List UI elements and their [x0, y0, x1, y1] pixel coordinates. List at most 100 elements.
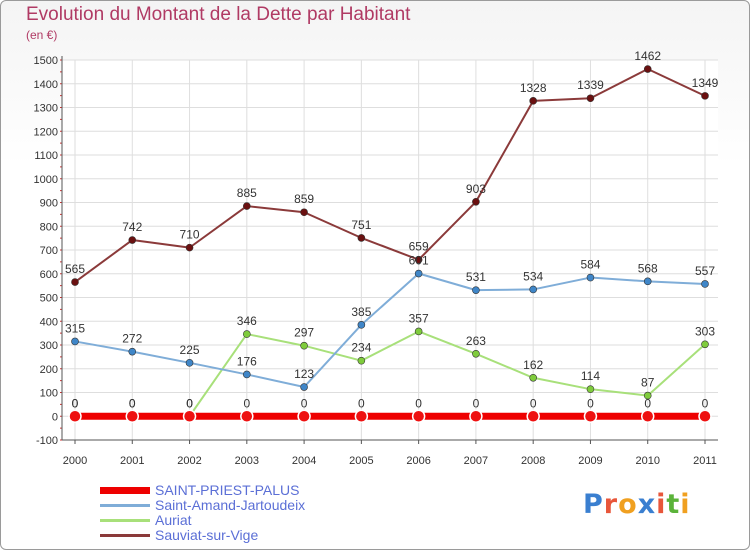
data-point — [354, 409, 369, 423]
data-label: 303 — [695, 324, 715, 338]
data-label: 557 — [695, 264, 715, 278]
y-tick-label: 100 — [40, 388, 58, 400]
y-tick-label: 300 — [40, 340, 58, 352]
data-label: 0 — [301, 396, 308, 410]
data-label: 385 — [351, 305, 371, 319]
data-point — [300, 341, 308, 350]
logo-letter: x — [637, 489, 657, 520]
data-label: 885 — [237, 186, 257, 200]
data-label: 346 — [237, 314, 257, 328]
data-point — [185, 243, 194, 252]
legend-swatch — [100, 519, 150, 522]
data-point — [71, 337, 79, 346]
data-point — [472, 349, 480, 358]
x-tick-label: 2002 — [177, 455, 201, 467]
logo-letter: r — [603, 489, 619, 520]
data-point — [300, 383, 308, 391]
y-tick-label: 0 — [52, 411, 58, 423]
data-label: 1349 — [692, 76, 719, 90]
data-label: 357 — [409, 311, 429, 325]
data-point — [240, 409, 254, 423]
data-point — [243, 330, 251, 338]
y-tick-label: 700 — [40, 245, 58, 257]
logo-letter: i — [656, 489, 667, 520]
legend-label: SAINT-PRIEST-PALUS — [155, 482, 300, 498]
data-label: 751 — [351, 218, 371, 232]
logo-letter: o — [618, 489, 638, 520]
data-label: 225 — [180, 343, 200, 357]
x-tick-label: 2005 — [349, 455, 373, 467]
data-label: 531 — [466, 270, 486, 284]
x-tick-label: 2000 — [63, 455, 87, 467]
data-point — [643, 65, 652, 73]
data-point — [357, 234, 366, 242]
x-tick-label: 2007 — [464, 455, 488, 467]
data-point — [469, 409, 483, 423]
data-point — [357, 321, 366, 329]
data-label: 272 — [122, 332, 142, 346]
data-label: 601 — [409, 254, 429, 268]
data-label: 710 — [180, 228, 200, 242]
data-point — [586, 94, 595, 103]
y-tick-label: 800 — [40, 221, 58, 233]
legend-label: Saint-Amand-Jartoudeix — [155, 497, 306, 513]
logo-letter: P — [583, 489, 604, 520]
data-point — [414, 255, 423, 264]
data-point — [472, 286, 480, 294]
data-point — [701, 280, 709, 288]
data-point — [125, 409, 140, 423]
y-tick-label: 200 — [40, 364, 58, 376]
data-point — [586, 385, 595, 393]
data-point — [529, 97, 537, 105]
logo-letter: i — [680, 489, 691, 520]
x-tick-label: 2006 — [406, 455, 430, 467]
y-tick-label: 500 — [40, 293, 58, 305]
y-tick-label: 1100 — [34, 150, 58, 162]
data-label: 0 — [358, 396, 365, 410]
data-point — [297, 409, 311, 423]
data-point — [643, 391, 652, 400]
chart-title: Evolution du Montant de la Dette par Hab… — [26, 4, 411, 25]
y-tick-label: 1000 — [34, 174, 58, 186]
data-point — [640, 409, 655, 423]
chart-subtitle: (en €) — [26, 28, 58, 42]
series-line — [74, 68, 706, 283]
logo-letter: t — [666, 489, 681, 520]
data-label: 1462 — [634, 49, 661, 63]
data-point — [529, 285, 537, 294]
data-label: 263 — [466, 334, 486, 348]
x-tick-label: 2010 — [635, 455, 659, 467]
data-point — [128, 236, 137, 244]
data-label: 534 — [523, 269, 543, 283]
data-label: 565 — [65, 262, 85, 276]
legend-label: Auriat — [155, 512, 192, 528]
legend-swatch — [100, 487, 150, 494]
data-label: 903 — [466, 182, 486, 196]
y-tick-label: 400 — [40, 316, 58, 328]
data-point — [243, 370, 251, 379]
data-point — [701, 340, 709, 349]
series-line — [74, 272, 706, 389]
data-label: 0 — [186, 396, 193, 410]
data-point — [472, 197, 480, 206]
data-label: 87 — [641, 376, 655, 390]
data-label: 659 — [409, 240, 429, 254]
data-point — [583, 409, 598, 423]
data-point — [243, 202, 251, 210]
y-tick-label: 1300 — [34, 103, 58, 115]
data-label: 0 — [530, 396, 537, 410]
data-label: 568 — [638, 261, 658, 275]
data-label: 114 — [581, 369, 600, 383]
data-label: 0 — [473, 396, 480, 410]
legend-swatch — [100, 504, 150, 507]
data-label: 0 — [587, 396, 594, 410]
x-tick-label: 2001 — [120, 455, 144, 467]
data-point — [586, 273, 595, 282]
data-label: 0 — [129, 396, 136, 410]
proxiti-logo: Proxiti — [583, 489, 691, 520]
x-tick-label: 2009 — [578, 455, 602, 467]
data-point — [357, 356, 366, 365]
data-label: 176 — [237, 354, 257, 368]
data-label: 0 — [243, 396, 250, 410]
